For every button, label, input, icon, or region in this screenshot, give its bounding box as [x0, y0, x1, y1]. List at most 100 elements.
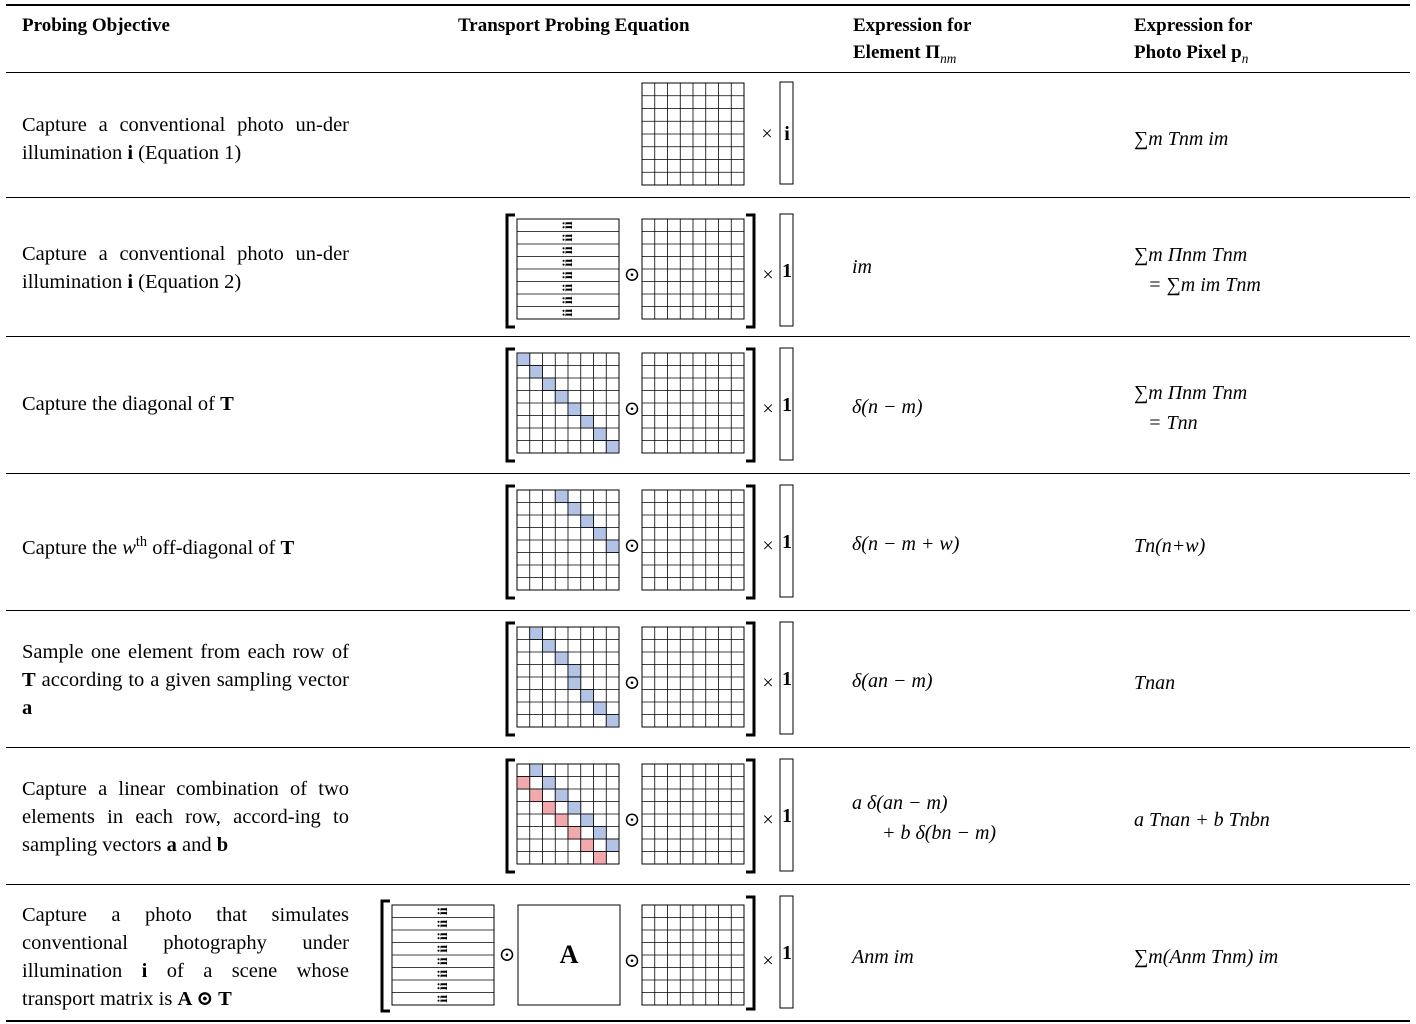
pixel-line: = ∑m im Tnm: [1148, 274, 1261, 296]
objective-row-3: Capture the diagonal of T: [22, 393, 234, 415]
element-expression-row-2: im: [852, 256, 872, 278]
highlight-cell: [593, 701, 607, 715]
right-bracket: [746, 758, 756, 874]
right-bracket: [746, 484, 756, 600]
highlight-cell: [554, 788, 569, 802]
transport-matrix-grid: [641, 352, 745, 454]
row-rule: [6, 336, 1410, 337]
highlight-cell: [567, 402, 582, 416]
highlight-cell: [529, 763, 543, 777]
left-bracket: [505, 484, 515, 600]
times-icon: ×: [762, 398, 773, 420]
vector-label: 1: [782, 805, 792, 827]
vector-label: i: [784, 123, 790, 145]
illumination-vector-label: ii: [436, 907, 451, 915]
highlight-cell: [542, 801, 556, 815]
hadamard-icon: ⊙: [624, 950, 641, 972]
pixel-line: ∑m Πnm Tnm: [1134, 244, 1248, 266]
transport-matrix-grid: [641, 763, 745, 865]
right-bracket: [746, 621, 756, 737]
illumination-vector-label: ii: [436, 932, 451, 940]
row-rule: [6, 197, 1410, 198]
row-rule: [6, 473, 1410, 474]
hadamard-icon: ⊙: [624, 672, 641, 694]
illumination-vector-label: ii: [561, 259, 576, 267]
highlight-cell: [605, 440, 620, 454]
pixel-line: ∑m Πnm Tnm: [1134, 382, 1248, 404]
highlight-cell: [567, 826, 582, 840]
row-rule: [6, 610, 1410, 611]
element-expression-row-6: a δ(an − m) + b δ(bn − m): [852, 788, 996, 848]
pixel-expression-row-2: ∑m Πnm Tnm = ∑m im Tnm: [1134, 240, 1261, 300]
transport-matrix-grid: [641, 904, 745, 1006]
objective-row-4: Capture the wth off-diagonal of T: [22, 534, 295, 559]
transport-matrix-grid: [641, 626, 745, 728]
times-icon: ×: [762, 672, 773, 694]
illumination-vector-label: ii: [436, 945, 451, 953]
illumination-vector-label: ii: [561, 284, 576, 292]
highlight-cell: [580, 514, 594, 528]
left-bracket: [380, 899, 390, 1013]
highlight-cell: [605, 714, 620, 728]
highlight-cell: [605, 539, 620, 553]
transport-matrix-grid: [641, 489, 745, 591]
top-rule: [6, 4, 1410, 6]
highlight-cell: [554, 813, 569, 827]
highlight-cell: [593, 427, 607, 441]
highlight-cell: [567, 664, 582, 678]
pixel-expression-row-1: ∑m Tnm im: [1134, 128, 1229, 150]
vector-label: 1: [782, 531, 792, 553]
hadamard-icon: ⊙: [624, 535, 641, 557]
highlight-cell: [593, 826, 607, 840]
times-icon: ×: [762, 809, 773, 831]
highlight-cell: [529, 788, 543, 802]
objective-row-6: Capture a linear combination of two elem…: [22, 778, 349, 856]
illumination-vector-label: ii: [436, 957, 451, 965]
highlight-cell: [605, 838, 620, 852]
pixel-expression-row-7: ∑m(Anm Tnm) im: [1134, 946, 1279, 968]
row-rule: [6, 884, 1410, 885]
equation-row-6: ⊙ × 1: [505, 758, 794, 874]
times-icon: ×: [762, 950, 773, 972]
vector-label: 1: [782, 394, 792, 416]
matrix-A-label: A: [560, 940, 579, 969]
element-line: + b δ(bn − m): [882, 822, 997, 844]
left-bracket: [505, 621, 515, 737]
vector-label: 1: [782, 668, 792, 690]
element-line: a δ(an − m): [852, 792, 948, 814]
times-icon: ×: [762, 264, 773, 286]
matrix-A: [517, 904, 621, 1006]
illumination-vector-label: ii: [561, 234, 576, 242]
left-bracket: [505, 347, 515, 463]
equation-row-3: ⊙ × 1: [505, 347, 794, 463]
header-pixel-line2: Photo Pixel pn: [1134, 42, 1249, 66]
highlight-cell: [593, 851, 607, 865]
header-element-line2: Element Πnm: [853, 42, 957, 66]
highlight-cell: [567, 676, 582, 690]
equation-row-5: ⊙ × 1: [505, 621, 794, 737]
header-rule: [6, 72, 1410, 73]
header-element-line1: Expression for: [853, 15, 972, 36]
illumination-vector-label: ii: [561, 221, 576, 229]
illumination-vector-label: ii: [436, 920, 451, 928]
times-icon: ×: [762, 535, 773, 557]
element-expression-row-4: δ(n − m + w): [852, 533, 960, 555]
illumination-matrix: ii ii ii ii ii ii ii ii: [391, 904, 495, 1006]
highlight-cell: [567, 801, 582, 815]
header-probing-objective: Probing Objective: [22, 15, 170, 36]
pixel-expression-row-5: Tnan: [1134, 672, 1176, 694]
illumination-vector-label: ii: [561, 271, 576, 279]
transport-matrix-grid: [641, 82, 745, 186]
highlight-cell: [529, 626, 543, 640]
highlight-cell: [580, 415, 594, 429]
illumination-matrix: ii ii ii ii ii ii ii ii: [516, 218, 620, 320]
objective-row-5: Sample one element from each row of T ac…: [22, 641, 349, 719]
highlight-cell: [580, 813, 594, 827]
column-vector: [779, 81, 794, 185]
pixel-expression-row-3: ∑m Πnm Tnm = Tnn: [1134, 378, 1247, 438]
highlight-cell: [542, 639, 556, 653]
illumination-vector-label: ii: [436, 970, 451, 978]
row-rule: [6, 747, 1410, 748]
objective-row-2: Capture a conventional photo un-der illu…: [22, 243, 349, 293]
equation-row-1: × i: [641, 81, 794, 186]
